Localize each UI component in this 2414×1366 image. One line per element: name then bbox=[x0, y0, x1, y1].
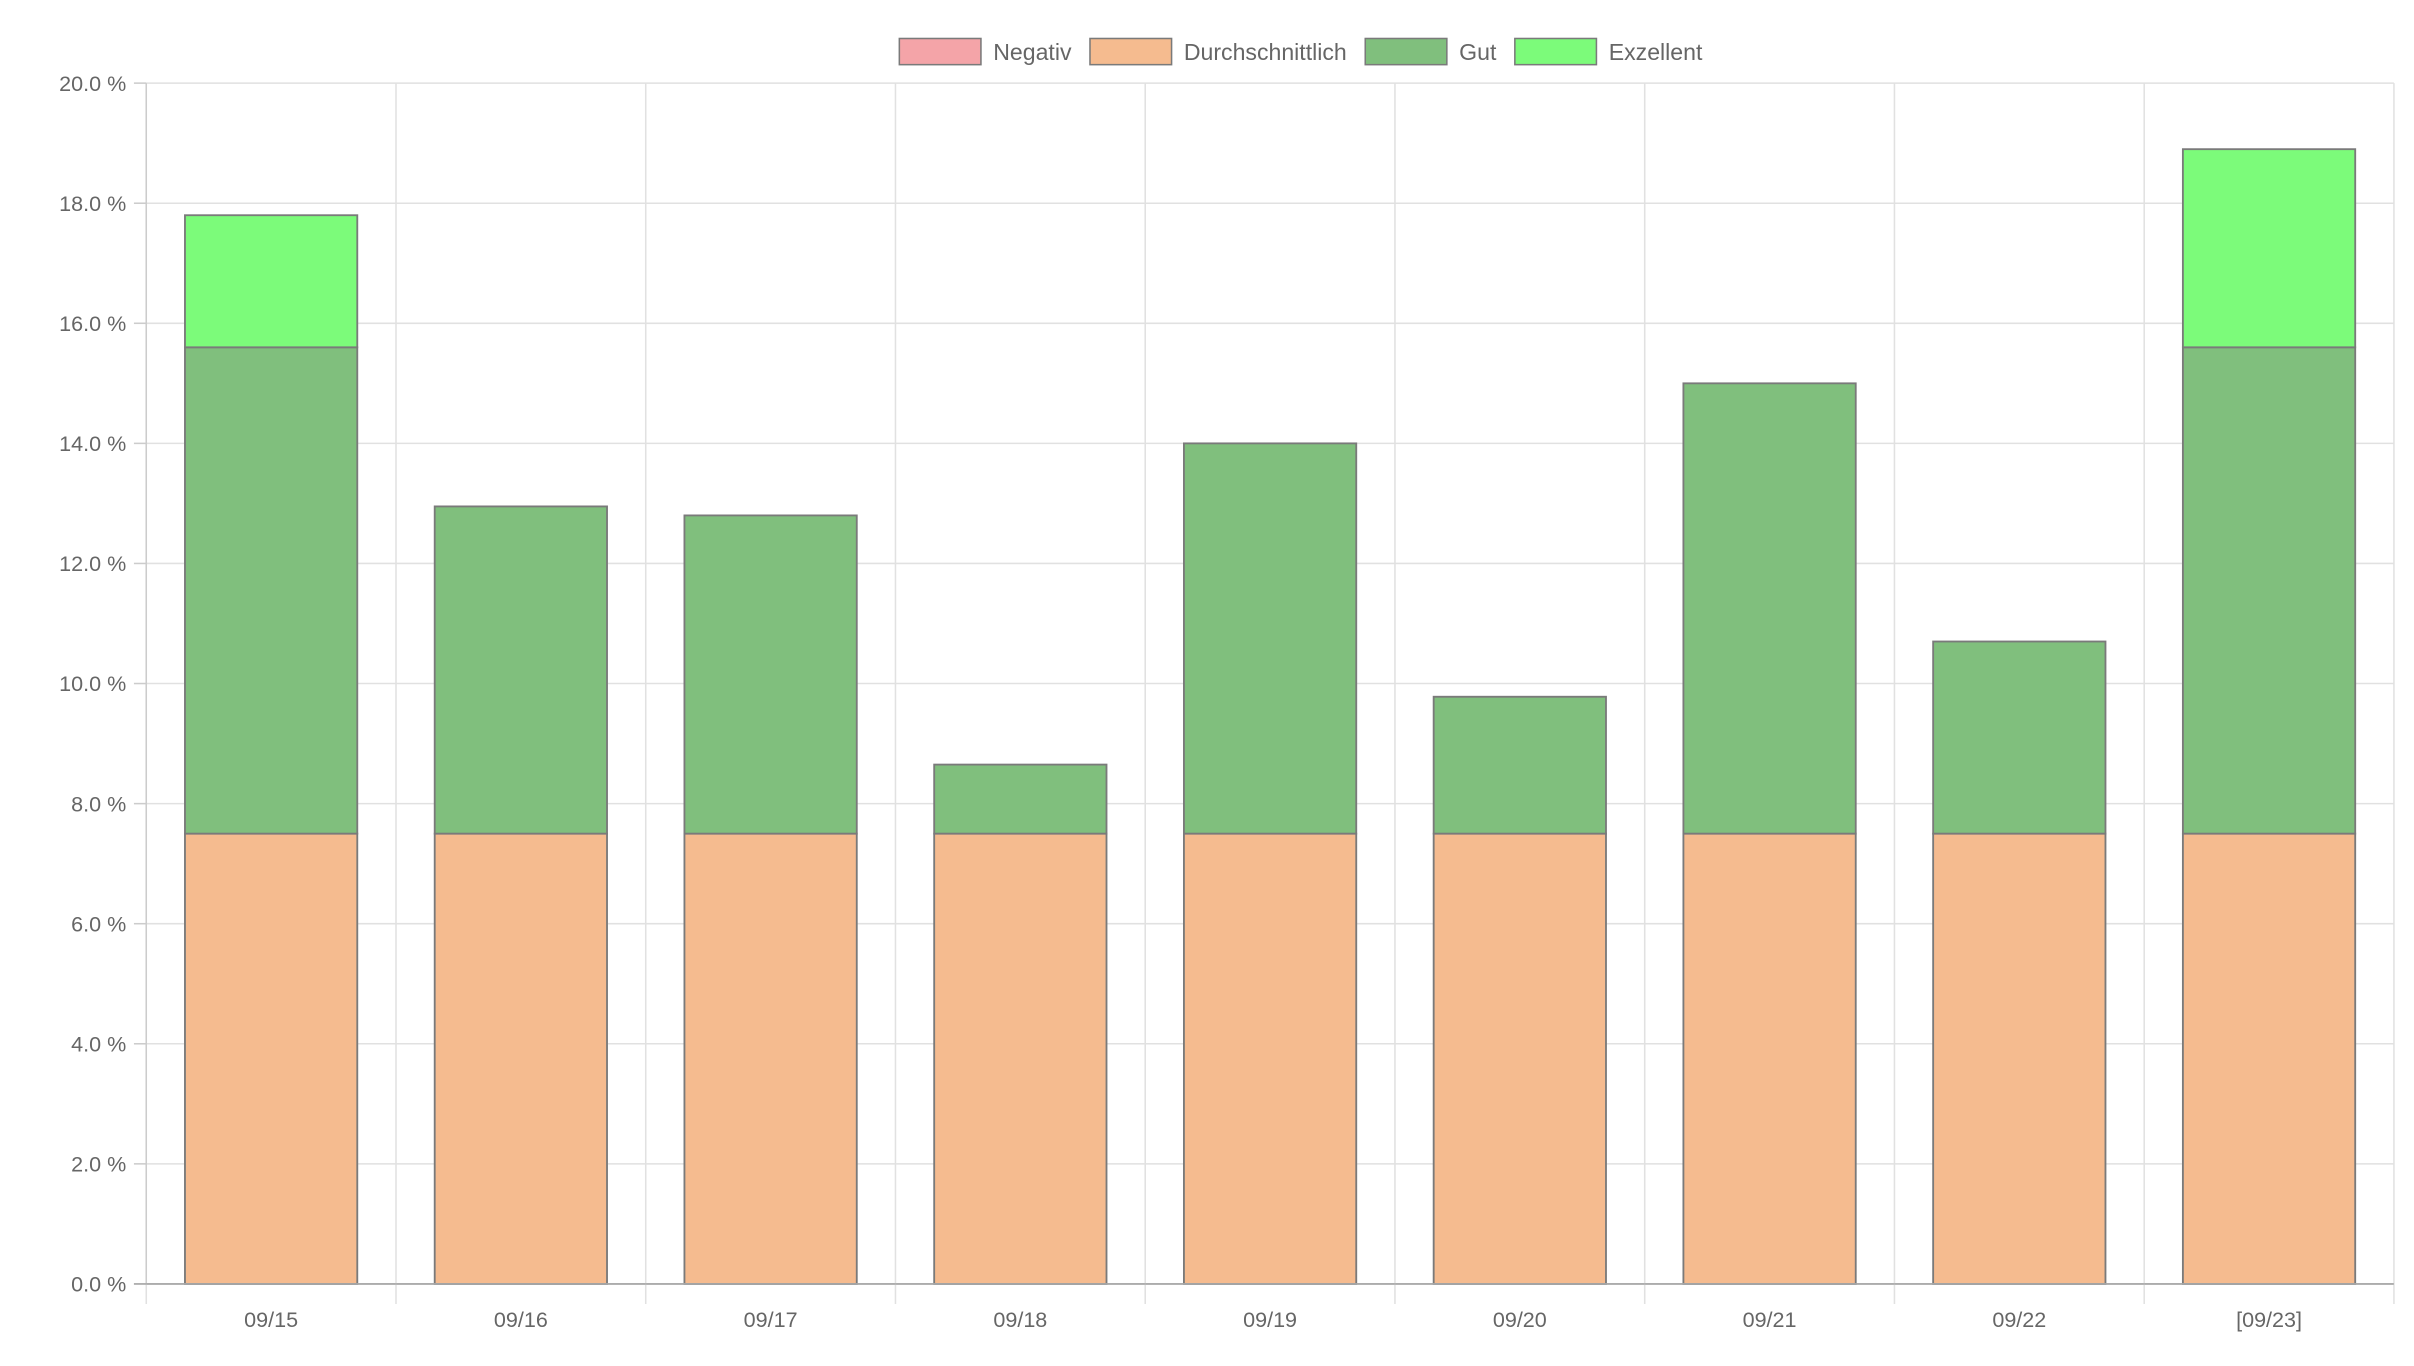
bar-gut-0915 bbox=[184, 346, 359, 835]
y-tick-label: 18.0 % bbox=[59, 191, 126, 216]
legend-label: Exzellent bbox=[1609, 39, 1703, 65]
x-tick-label: 09/21 bbox=[1743, 1307, 1797, 1332]
x-tick-label: 09/22 bbox=[1992, 1307, 2046, 1332]
bar-gut-0921 bbox=[1682, 382, 1857, 835]
legend-label: Negativ bbox=[993, 39, 1072, 65]
legend: Negativ Durchschnittlich Gut Exzellent bbox=[898, 37, 1703, 66]
bar-gut-0922 bbox=[1932, 640, 2107, 835]
legend-item-exzellent: Exzellent bbox=[1514, 37, 1703, 66]
x-tick-label: 09/15 bbox=[244, 1307, 298, 1332]
legend-item-durchschnittlich: Durchschnittlich bbox=[1089, 37, 1347, 66]
legend-swatch bbox=[1364, 37, 1448, 66]
legend-item-negativ: Negativ bbox=[898, 37, 1072, 66]
x-tick-label: 09/19 bbox=[1243, 1307, 1297, 1332]
y-tick-label: 0.0 % bbox=[71, 1272, 126, 1297]
x-tick-label: 09/16 bbox=[494, 1307, 548, 1332]
y-tick-label: 2.0 % bbox=[71, 1152, 126, 1177]
x-tick-label: 09/18 bbox=[993, 1307, 1047, 1332]
legend-label: Gut bbox=[1459, 39, 1497, 65]
y-tick-label: 20.0 % bbox=[59, 71, 126, 96]
bar-gut-0916 bbox=[433, 505, 608, 835]
y-tick-label: 12.0 % bbox=[59, 551, 126, 576]
bar-durchschnittlich-0915 bbox=[184, 832, 359, 1285]
y-tick-label: 4.0 % bbox=[71, 1031, 126, 1056]
x-tick-label: 09/17 bbox=[744, 1307, 798, 1332]
x-tick-label: [09/23] bbox=[2236, 1307, 2302, 1332]
bar-gut-0923 bbox=[2181, 346, 2357, 835]
y-tick-label: 14.0 % bbox=[59, 431, 126, 456]
axes: 0.0 % 2.0 % 4.0 % 6.0 % 8.0 % 10.0 % 12.0 % 14.… bbox=[59, 71, 2394, 1332]
bar-durchschnittlich-0923 bbox=[2181, 832, 2357, 1285]
bars bbox=[184, 148, 2357, 1285]
bar-gut-0920 bbox=[1432, 695, 1607, 835]
bar-exzellent-0915 bbox=[184, 214, 359, 349]
bar-durchschnittlich-0917 bbox=[683, 832, 858, 1285]
bar-durchschnittlich-0922 bbox=[1932, 832, 2107, 1285]
bar-gut-0918 bbox=[933, 763, 1108, 835]
y-tick-label: 10.0 % bbox=[59, 671, 126, 696]
legend-swatch bbox=[1514, 37, 1598, 66]
bar-durchschnittlich-0921 bbox=[1682, 832, 1857, 1285]
y-tick-label: 8.0 % bbox=[71, 791, 126, 816]
bar-durchschnittlich-0919 bbox=[1183, 832, 1358, 1285]
legend-label: Durchschnittlich bbox=[1184, 39, 1347, 65]
x-tick-label: 09/20 bbox=[1493, 1307, 1547, 1332]
legend-item-gut: Gut bbox=[1364, 37, 1497, 66]
bar-gut-0919 bbox=[1183, 442, 1358, 835]
bar-durchschnittlich-0916 bbox=[433, 832, 608, 1285]
y-tick-label: 6.0 % bbox=[71, 911, 126, 936]
y-tick-label: 16.0 % bbox=[59, 311, 126, 336]
legend-swatch bbox=[898, 37, 982, 66]
bar-durchschnittlich-0920 bbox=[1432, 832, 1607, 1285]
legend-swatch bbox=[1089, 37, 1173, 66]
bar-gut-0917 bbox=[683, 514, 858, 835]
bar-exzellent-0923 bbox=[2181, 148, 2357, 349]
bar-durchschnittlich-0918 bbox=[933, 832, 1108, 1285]
